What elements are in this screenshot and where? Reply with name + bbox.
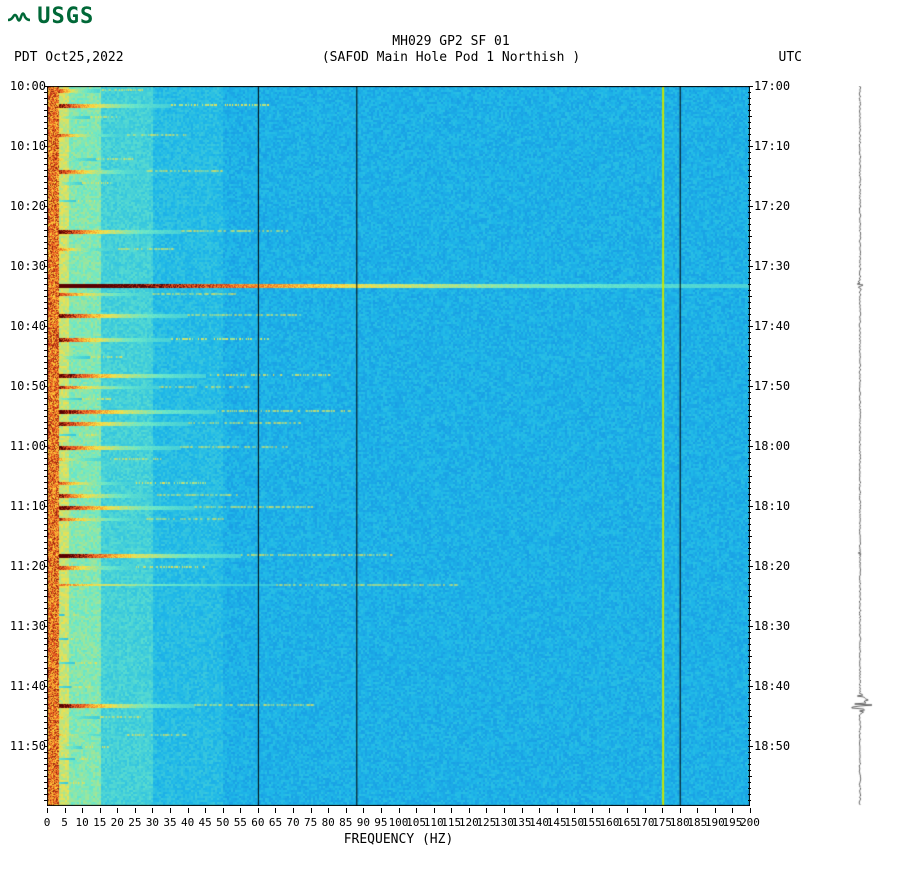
y-tick-left: 11:20: [6, 559, 46, 573]
y-tick-left: 11:10: [6, 499, 46, 513]
x-tick: 0: [44, 816, 51, 829]
y-tick-left: 10:20: [6, 199, 46, 213]
y-tick-right: 17:00: [754, 79, 799, 93]
x-tick: 85: [339, 816, 352, 829]
y-tick-right: 18:50: [754, 739, 799, 753]
y-tick-right: 18:00: [754, 439, 799, 453]
tick-marks-right: [750, 86, 753, 806]
y-tick-left: 10:00: [6, 79, 46, 93]
x-tick: 60: [251, 816, 264, 829]
x-tick: 35: [163, 816, 176, 829]
y-tick-left: 10:40: [6, 319, 46, 333]
x-tick: 200: [740, 816, 760, 829]
x-axis-label: FREQUENCY (HZ): [47, 832, 750, 847]
y-tick-left: 11:30: [6, 619, 46, 633]
y-tick-left: 11:40: [6, 679, 46, 693]
y-tick-right: 18:40: [754, 679, 799, 693]
y-axis-left-pdt: 10:0010:1010:2010:3010:4010:5011:0011:10…: [6, 86, 46, 806]
usgs-logo: USGS: [8, 4, 94, 29]
header-left-label: PDT Oct25,2022: [14, 50, 124, 65]
spectrogram-canvas: [47, 86, 750, 806]
title-line-1: MH029 GP2 SF 01: [0, 34, 902, 49]
y-tick-right: 17:50: [754, 379, 799, 393]
x-tick: 95: [374, 816, 387, 829]
y-tick-right: 18:20: [754, 559, 799, 573]
y-axis-right-utc: 17:0017:1017:2017:3017:4017:5018:0018:10…: [754, 86, 799, 806]
y-tick-right: 17:20: [754, 199, 799, 213]
waveform-canvas: [830, 86, 890, 806]
page: USGS MH029 GP2 SF 01 (SAFOD Main Hole Po…: [0, 0, 902, 893]
y-tick-right: 18:30: [754, 619, 799, 633]
y-tick-right: 17:40: [754, 319, 799, 333]
y-tick-left: 11:50: [6, 739, 46, 753]
y-tick-right: 18:10: [754, 499, 799, 513]
usgs-wave-icon: [8, 6, 30, 28]
y-tick-left: 10:30: [6, 259, 46, 273]
x-tick: 50: [216, 816, 229, 829]
usgs-logo-text: USGS: [37, 4, 94, 29]
x-tick: 90: [357, 816, 370, 829]
x-tick: 40: [181, 816, 194, 829]
y-tick-left: 11:00: [6, 439, 46, 453]
y-tick-right: 17:10: [754, 139, 799, 153]
y-tick-left: 10:50: [6, 379, 46, 393]
x-tick: 25: [128, 816, 141, 829]
seismic-waveform: [830, 86, 890, 806]
title-line-2: (SAFOD Main Hole Pod 1 Northish ): [0, 50, 902, 65]
x-tick: 5: [61, 816, 68, 829]
x-tick: 45: [199, 816, 212, 829]
x-tick: 70: [286, 816, 299, 829]
x-tick: 65: [269, 816, 282, 829]
x-tick: 10: [76, 816, 89, 829]
x-tick: 75: [304, 816, 317, 829]
spectrogram-plot: [47, 86, 750, 806]
x-tick: 15: [93, 816, 106, 829]
y-tick-right: 17:30: [754, 259, 799, 273]
x-tick: 20: [111, 816, 124, 829]
x-tick: 30: [146, 816, 159, 829]
x-tick: 55: [234, 816, 247, 829]
header-right-label: UTC: [779, 50, 802, 65]
y-tick-left: 10:10: [6, 139, 46, 153]
x-tick: 80: [322, 816, 335, 829]
